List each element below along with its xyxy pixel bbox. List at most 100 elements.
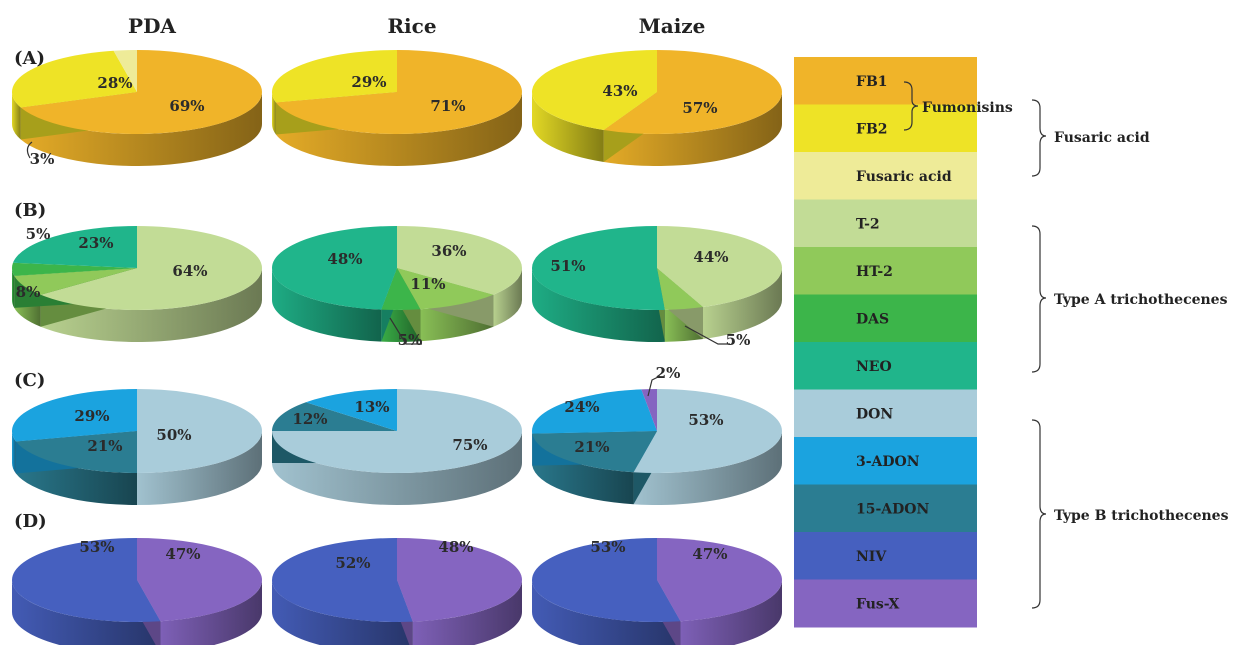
legend-label-ht-2: HT-2	[856, 264, 893, 280]
slice-label-niv: 53%	[590, 538, 625, 556]
pie-b-maize	[532, 226, 782, 342]
pie-top	[272, 538, 523, 622]
legend-groups: Fumonisins Fusaric acid Type A trichothece…	[903, 81, 1229, 609]
slice-label-15-adon: 21%	[574, 438, 609, 456]
legend-label-niv: NIV	[856, 549, 887, 565]
legend-label-3-adon: 3-ADON	[856, 454, 920, 470]
slice-side-t-2	[703, 268, 782, 340]
slice-label-fb2: 29%	[351, 73, 386, 91]
slice-side-niv	[272, 580, 413, 645]
slice-side-fb2	[272, 92, 276, 135]
slice-label-fb1: 71%	[430, 97, 465, 115]
slice-side-3-adon	[12, 431, 16, 474]
legend-label-15-adon: 15-ADON	[856, 501, 929, 517]
legend-label-fusaric-acid: Fusaric acid	[856, 169, 952, 185]
slice-niv	[12, 538, 161, 622]
legend-swatch-fb1	[794, 57, 977, 105]
callout-line-5pct-rice	[389, 317, 422, 345]
slice-side-don	[272, 431, 522, 505]
legend-swatch-ht-2	[794, 247, 977, 295]
slice-side-15-adon	[15, 441, 137, 505]
slice-side-fus-x	[680, 580, 782, 645]
slice-side-don	[633, 431, 782, 506]
bracket-fusaric-acid	[1031, 99, 1047, 177]
group-label-type-a-trichothecenes: Type A trichothecenes	[1054, 292, 1228, 308]
slice-label-fusaric-acid: 3%	[30, 150, 55, 168]
slice-15-adon	[532, 431, 657, 473]
pie-b-pda	[11, 226, 262, 343]
group-brackets	[903, 81, 1047, 609]
slice-label-fus-x: 47%	[692, 545, 727, 563]
slice-fb1	[20, 50, 262, 134]
slice-label-niv: 53%	[79, 538, 114, 556]
slice-3-adon	[532, 389, 657, 434]
pie-top	[532, 389, 782, 473]
column-header-maize: Maize	[639, 14, 706, 38]
pie-top	[11, 50, 262, 134]
pie-top	[531, 50, 782, 134]
slice-label-fb2: 43%	[602, 82, 637, 100]
slice-labels: 69% 28% 3% 71% 29% 57% 43% 64% 8% 5% 23% 36% 11% 5% 48…	[16, 73, 751, 572]
legend-swatch-don	[794, 389, 977, 438]
slice-label-don: 50%	[156, 426, 191, 444]
legend-swatch-t-2	[794, 199, 977, 248]
callout-line-3pct	[26, 141, 33, 159]
slice-label-don: 53%	[688, 411, 723, 429]
pie-d-pda	[12, 538, 263, 645]
legend-swatch-neo	[794, 342, 977, 390]
column-headers: PDA Rice Maize	[128, 14, 705, 38]
pie-top	[272, 50, 523, 134]
slice-label-fb2: 28%	[97, 74, 132, 92]
pie-top	[11, 226, 262, 310]
legend-label-neo: NEO	[856, 359, 892, 375]
slice-label-15-adon: 12%	[292, 410, 327, 428]
slice-das	[381, 268, 421, 310]
pie-c-rice	[272, 389, 522, 505]
slice-fus-x	[397, 538, 523, 622]
callout-lines	[26, 141, 730, 397]
slice-t-2	[657, 226, 782, 308]
row-label-b: (B)	[14, 200, 46, 221]
slice-neo	[271, 226, 397, 310]
pie-c-pda	[11, 389, 262, 505]
slice-label-3-adon: 29%	[74, 407, 109, 425]
slice-side-neo	[532, 268, 665, 342]
legend-swatch-fb2	[794, 104, 977, 153]
column-header-rice: Rice	[387, 14, 436, 38]
slice-ht-2	[14, 268, 137, 295]
pie-d-maize	[532, 538, 783, 645]
legend-label-fb1: FB1	[856, 74, 888, 90]
slice-side-niv	[12, 580, 161, 645]
pie-top	[532, 226, 782, 310]
slice-niv	[272, 538, 413, 622]
slice-label-fb1: 69%	[169, 97, 204, 115]
pie-d-rice	[272, 538, 523, 645]
slice-label-t-2: 44%	[693, 248, 728, 266]
slice-neo	[12, 226, 137, 268]
slice-fb2	[272, 50, 397, 103]
pie-top	[12, 538, 263, 622]
slice-label-neo: 48%	[327, 250, 362, 268]
slice-fb2	[11, 50, 138, 108]
slice-niv	[532, 538, 681, 622]
legend-swatch-fus-x	[794, 579, 977, 628]
group-label-fumonisins: Fumonisins	[922, 100, 1013, 116]
slice-t-2	[40, 226, 262, 310]
slice-t-2	[397, 226, 523, 295]
row-label-c: (C)	[14, 370, 45, 391]
slice-side-fus-x	[412, 580, 522, 645]
slice-side-fb1	[603, 92, 782, 167]
slice-label-das: 5%	[26, 225, 51, 243]
slice-fb1	[275, 50, 523, 134]
pie-c-maize	[532, 389, 782, 506]
slice-das	[11, 262, 138, 276]
group-label-fusaric-acid: Fusaric acid	[1054, 130, 1150, 146]
slice-side-15-adon	[532, 433, 634, 505]
legend-label-fb2: FB2	[856, 121, 888, 137]
slice-label-t-2: 36%	[431, 242, 466, 260]
slice-fusaric-acid	[113, 50, 137, 92]
slice-fb2	[531, 50, 657, 131]
slice-side-fb1	[20, 92, 262, 166]
slice-label-3-adon: 13%	[354, 398, 389, 416]
